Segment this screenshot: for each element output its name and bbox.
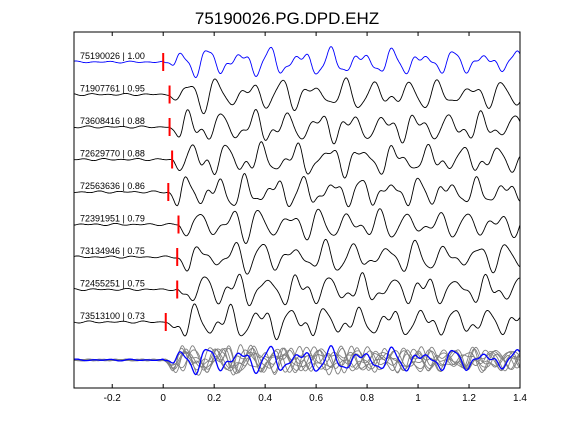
x-tick-label: 0.6	[309, 393, 323, 404]
trace-line	[74, 141, 521, 179]
trace-label: 71907761 | 0.95	[80, 84, 145, 94]
trace-label: 72391951 | 0.79	[80, 214, 145, 224]
x-tick-label: -0.2	[104, 393, 122, 404]
x-tick-label: 0	[160, 393, 166, 404]
trace-label: 73134946 | 0.75	[80, 246, 145, 256]
trace-1: 75190026 | 1.00	[73, 46, 521, 79]
x-tick-label: 0.8	[360, 393, 374, 404]
trace-line	[73, 303, 521, 341]
trace-label: 72563636 | 0.86	[80, 181, 145, 191]
x-tick-label: 0.2	[207, 393, 221, 404]
trace-line	[73, 272, 520, 307]
x-tick-label: 1.2	[462, 393, 476, 404]
trace-label: 72455251 | 0.75	[80, 279, 145, 289]
trace-line	[73, 208, 521, 244]
trace-2: 71907761 | 0.95	[73, 77, 521, 115]
trace-line	[73, 46, 521, 79]
x-tick-label: 1	[415, 393, 421, 404]
axes-box	[73, 31, 521, 389]
trace-5: 72563636 | 0.86	[74, 172, 521, 208]
x-tick-label: 1.4	[513, 393, 527, 404]
trace-line	[73, 77, 521, 115]
trace-3: 73608416 | 0.88	[73, 108, 521, 145]
stack-overlay	[73, 344, 521, 376]
trace-6: 72391951 | 0.79	[73, 208, 521, 244]
trace-line	[73, 238, 521, 275]
trace-9: 73513100 | 0.73	[73, 303, 521, 341]
trace-label: 75190026 | 1.00	[80, 51, 145, 61]
trace-label: 73608416 | 0.88	[80, 116, 145, 126]
traces-layer: 75190026 | 1.00 71907761 | 0.95 73608416 |…	[73, 46, 521, 341]
trace-4: 72629770 | 0.88	[74, 141, 521, 179]
trace-label: 73513100 | 0.73	[80, 311, 145, 321]
trace-line	[73, 108, 521, 145]
x-axis: -0.2 0 0.2 0.4 0.6 0.8 1 1.2 1.4	[104, 32, 527, 404]
trace-8: 72455251 | 0.75	[73, 272, 520, 307]
trace-label: 72629770 | 0.88	[80, 149, 145, 159]
chart-title: 75190026.PG.DPD.EHZ	[195, 9, 379, 28]
stack-trace-1	[73, 345, 521, 376]
x-tick-label: 0.4	[258, 393, 272, 404]
trace-line	[74, 172, 521, 208]
trace-7: 73134946 | 0.75	[73, 238, 521, 275]
